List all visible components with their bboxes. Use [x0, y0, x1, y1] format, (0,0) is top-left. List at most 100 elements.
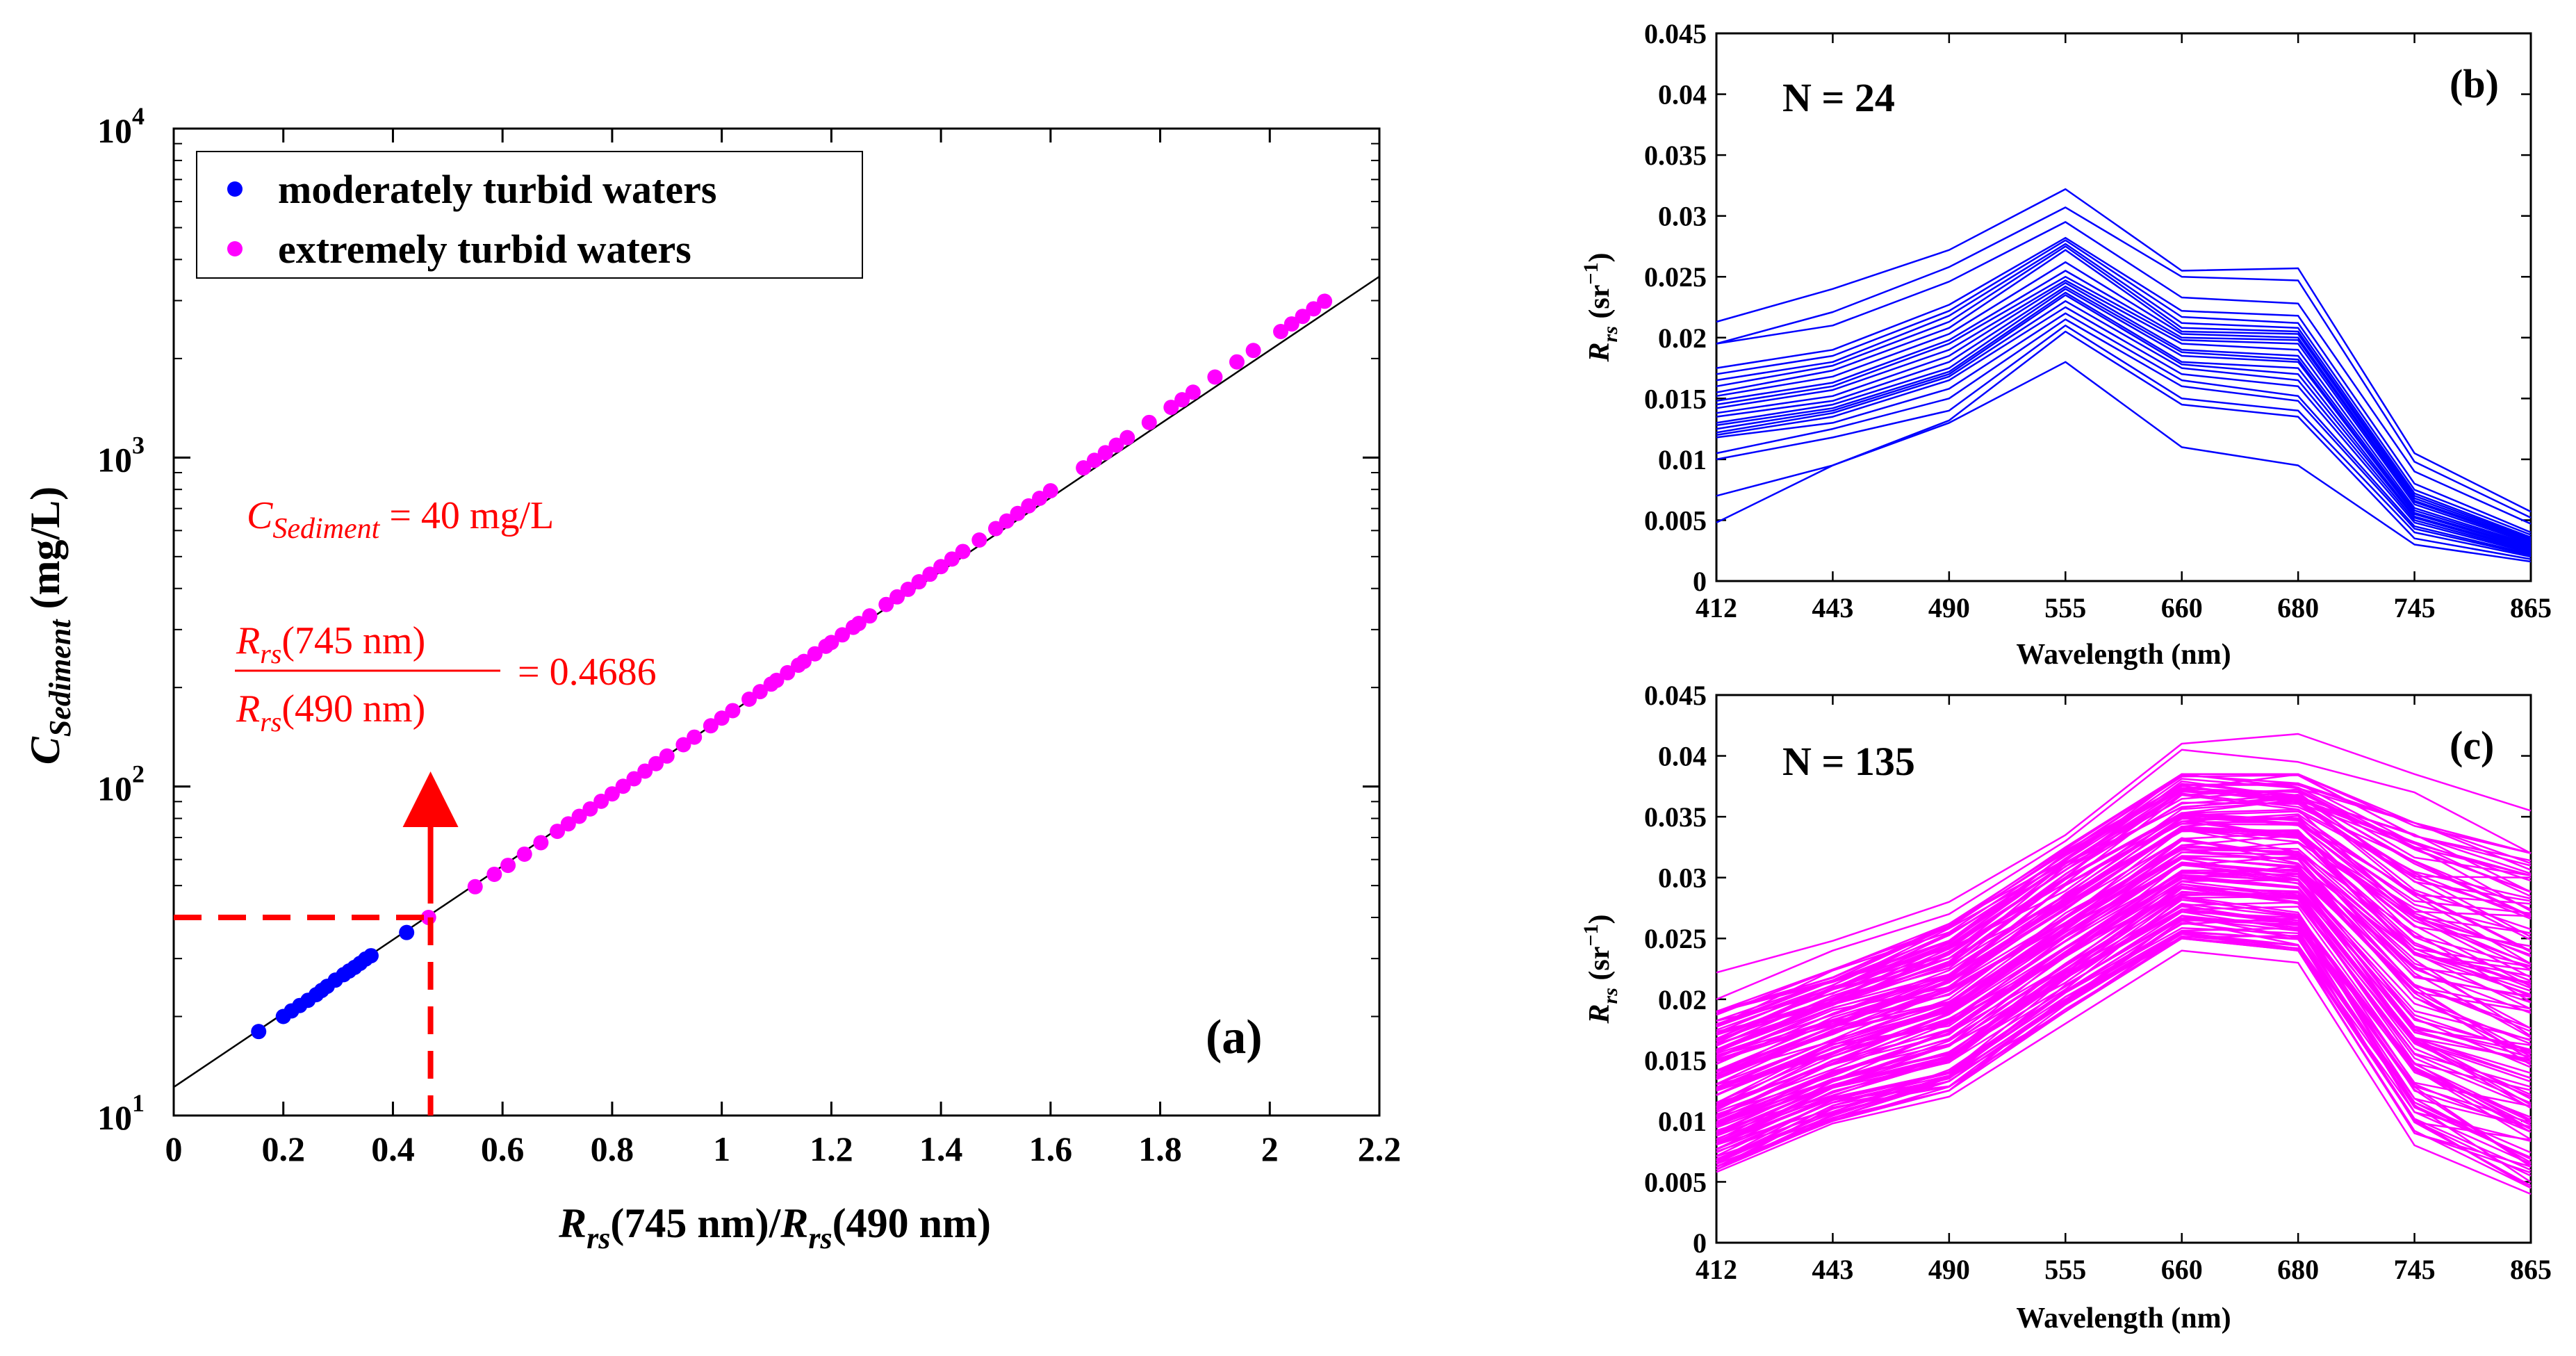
scatter-point [752, 684, 768, 700]
y-tick-label: 0.01 [1658, 444, 1707, 475]
scatter-point [675, 737, 691, 753]
scatter-point [1032, 491, 1048, 507]
spectrum-line [1716, 243, 2532, 539]
x-tick-label: 745 [2394, 1254, 2436, 1285]
y-tick-label: 0.04 [1658, 79, 1707, 111]
scatter-point [571, 808, 587, 824]
scatter-point [1010, 505, 1026, 521]
x-tick-label: 555 [2044, 592, 2086, 623]
scatter-point [878, 596, 894, 612]
scatter-point [486, 866, 502, 882]
y-tick-label: 0.045 [1644, 680, 1707, 711]
panel-b-count: N = 24 [1782, 75, 1895, 120]
y-tick-label: 0.02 [1658, 984, 1707, 1015]
spectrum-line [1716, 325, 2532, 558]
spectrum-line [1716, 915, 2532, 1154]
legend-marker-extreme [227, 241, 243, 256]
scatter-point [1021, 498, 1037, 514]
spectrum-line [1716, 862, 2532, 1109]
spectrum-line [1716, 844, 2532, 1076]
spectrum-line [1716, 790, 2532, 1013]
x-tick-label: 680 [2277, 592, 2319, 623]
scatter-point [999, 513, 1015, 529]
scatter-point [648, 755, 664, 771]
panel-b-ticks [1715, 32, 2532, 582]
x-tick-label: 1.6 [1029, 1129, 1073, 1168]
scatter-point [922, 566, 938, 582]
x-tick-label: 490 [1928, 1254, 1970, 1285]
scatter-point [1174, 392, 1190, 408]
scatter-point [687, 729, 703, 745]
scatter-point [593, 793, 609, 809]
scatter-point [467, 879, 483, 895]
y-tick-label: 102 [97, 760, 145, 808]
scatter-point [1076, 460, 1092, 476]
scatter-point [851, 616, 867, 632]
spectrum-line [1716, 206, 2532, 519]
panel-label-b: (b) [2450, 61, 2499, 106]
spectrum-line [1716, 239, 2532, 536]
x-tick-label: 0 [165, 1129, 183, 1168]
scatter-point [363, 948, 379, 964]
x-tick-label: 1.2 [810, 1129, 853, 1168]
spectrum-line [1716, 863, 2532, 1110]
spectrum-line [1716, 821, 2532, 1045]
spectrum-line [1716, 288, 2532, 549]
y-tick-label: 103 [97, 431, 145, 479]
y-tick-label: 0.035 [1644, 801, 1707, 833]
spectrum-line [1716, 842, 2532, 1088]
scatter-point [1245, 343, 1261, 359]
y-tick-label: 104 [97, 102, 145, 150]
scatter-point [659, 748, 675, 764]
scatter-point [604, 786, 620, 802]
scatter-point [900, 581, 916, 597]
x-tick-label: 1.8 [1138, 1129, 1182, 1168]
scatter-point [1042, 483, 1058, 499]
scatter-point [944, 551, 960, 567]
spectrum-line [1716, 294, 2532, 552]
x-tick-label: 1 [713, 1129, 730, 1168]
panel-b-spectra: 412 443 490 555 660 680 745 865 0 0.005 0.01 0.015 0… [1580, 18, 2552, 671]
scatter-point [1119, 430, 1135, 446]
scatter-point [911, 574, 927, 590]
scatter-point [955, 544, 971, 559]
spectrum-line [1716, 300, 2532, 553]
x-tick-label: 490 [1928, 592, 1970, 623]
spectrum-line [1716, 270, 2532, 544]
scatter-point [1317, 293, 1333, 309]
spectrum-line [1716, 306, 2532, 554]
spectrum-line [1716, 917, 2532, 1160]
scatter-point [550, 824, 566, 840]
spectrum-line [1716, 828, 2532, 1065]
y-tick-label: 0.01 [1658, 1106, 1707, 1137]
panel-a-scatter: 0 0.2 0.4 0.6 0.8 1 1.2 1.4 1.6 1.8 2 2.2 101 102 103 1… [22, 102, 1401, 1255]
panel-c-tick-labels: 412 443 490 555 660 680 745 865 0 0.005 0.01 0.015 0… [1644, 680, 2552, 1285]
x-tick-label: 2 [1261, 1129, 1279, 1168]
spectrum-line [1716, 749, 2532, 1000]
scatter-point [769, 672, 785, 688]
spectrum-line [1716, 285, 2532, 548]
spectrum-line [1716, 874, 2532, 1104]
x-tick-label: 443 [1812, 1254, 1853, 1285]
spectrum-line [1716, 773, 2532, 1013]
legend-label-moderate: moderately turbid waters [278, 167, 716, 212]
scatter-point [1283, 316, 1299, 332]
y-tick-label: 0.03 [1658, 863, 1707, 894]
panel-b-series-lines [1716, 188, 2532, 563]
scatter-point [582, 801, 598, 817]
panel-b-y-axis-title: Rrs (sr−1) [1580, 253, 1622, 363]
scatter-point [560, 816, 576, 832]
scatter-point [637, 763, 653, 779]
spectrum-line [1716, 828, 2532, 1063]
spectrum-line [1716, 801, 2532, 1051]
legend-box [196, 151, 863, 279]
x-tick-label: 412 [1696, 592, 1737, 623]
scatter-point [971, 532, 987, 548]
y-tick-label: 0 [1693, 566, 1707, 597]
spectrum-line [1716, 874, 2532, 1113]
scatter-point [714, 710, 730, 726]
panel-b-tick-labels: 412 443 490 555 660 680 745 865 0 0.005 0.01 0.015 0… [1644, 18, 2552, 623]
panel-a-x-axis-title: Rrs(745 nm)/Rrs(490 nm) [558, 1200, 991, 1255]
spectrum-line [1716, 281, 2532, 547]
spectrum-line [1716, 361, 2532, 563]
